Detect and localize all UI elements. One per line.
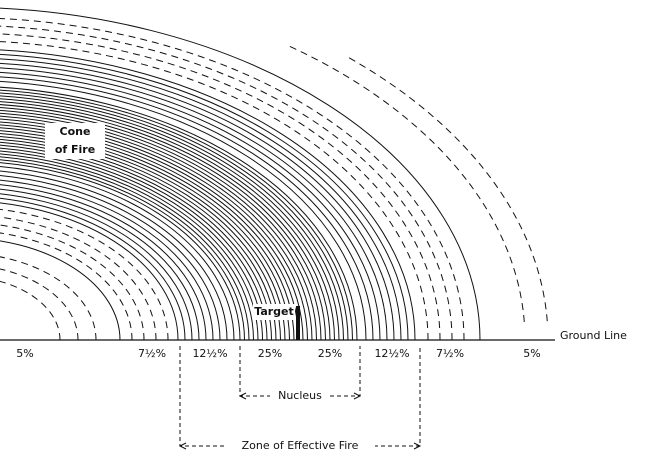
cone-label-bg — [45, 123, 105, 159]
nucleus-bg — [270, 388, 330, 404]
arc — [0, 62, 395, 341]
arc — [0, 166, 235, 341]
nucleus-label: Nucleus — [278, 389, 322, 402]
arc — [0, 49, 416, 341]
dashed-arc — [0, 208, 169, 341]
dashed-arc — [0, 25, 453, 341]
arc — [0, 71, 381, 341]
zone-percent: 12½% — [192, 347, 227, 360]
target — [296, 306, 300, 340]
dashed-arc — [0, 33, 441, 341]
zone-percent: 5% — [16, 347, 33, 360]
arc — [0, 109, 322, 341]
arc — [0, 80, 367, 341]
arc — [0, 141, 272, 341]
dashed-arc — [0, 268, 79, 341]
arc — [0, 138, 277, 341]
arc — [0, 188, 200, 341]
zone-percent: 5% — [523, 347, 540, 360]
arc — [0, 147, 263, 341]
arc — [0, 133, 286, 341]
dashed-arc — [0, 17, 465, 341]
arrowheads — [178, 392, 422, 450]
arc — [0, 107, 326, 341]
arc — [0, 95, 344, 341]
arc — [0, 76, 374, 341]
zone-percent: 25% — [258, 347, 282, 360]
zone-labels: 5% 7½% 12½% 25% 25% 12½% 7½% 5% — [16, 347, 540, 360]
arc — [0, 197, 186, 341]
arc — [0, 156, 250, 341]
arc — [0, 150, 259, 341]
zone-percent: 7½% — [138, 347, 166, 360]
arc — [0, 124, 299, 341]
zone-percent: 25% — [318, 347, 342, 360]
arc — [0, 159, 245, 341]
dashed-arc — [0, 224, 145, 341]
arc — [0, 58, 402, 341]
dashed-arc — [347, 56, 548, 322]
arc — [0, 53, 409, 341]
arc — [0, 118, 308, 341]
ground-line-label: Ground Line — [560, 329, 627, 342]
arc — [0, 184, 207, 341]
zone-percent: 7½% — [436, 347, 464, 360]
arc — [0, 112, 317, 341]
dashed-arc — [0, 256, 97, 341]
zone-percent: 12½% — [374, 347, 409, 360]
dashed-arc — [0, 280, 61, 341]
cone-label: of Fire — [55, 143, 95, 156]
arc — [0, 7, 481, 341]
dashed-arc — [0, 216, 157, 341]
arc — [0, 92, 349, 341]
arc — [0, 179, 214, 341]
arc — [0, 104, 331, 341]
arc — [0, 170, 228, 341]
arc — [0, 101, 335, 341]
zone-bg — [225, 438, 375, 454]
arc — [0, 240, 121, 341]
arc — [0, 175, 221, 341]
zone-label: Zone of Effective Fire — [242, 439, 359, 452]
arc — [0, 193, 193, 341]
arc — [0, 136, 281, 341]
dashed-arc — [0, 232, 133, 341]
dashed-arc — [0, 41, 429, 341]
target-label-bg — [253, 304, 295, 320]
arc — [0, 162, 241, 341]
arc — [0, 121, 304, 341]
arc — [0, 98, 340, 341]
arc — [0, 202, 179, 341]
arc — [0, 89, 353, 341]
arc — [0, 86, 358, 341]
target-label: Target — [254, 305, 294, 318]
arc — [0, 144, 268, 341]
dashed-arc — [288, 45, 525, 322]
arc — [0, 115, 313, 341]
arc — [0, 153, 254, 341]
arc — [0, 127, 295, 341]
cone-label: Cone — [60, 125, 91, 138]
arc — [0, 130, 290, 341]
arcs — [0, 7, 548, 341]
arc — [0, 67, 388, 341]
